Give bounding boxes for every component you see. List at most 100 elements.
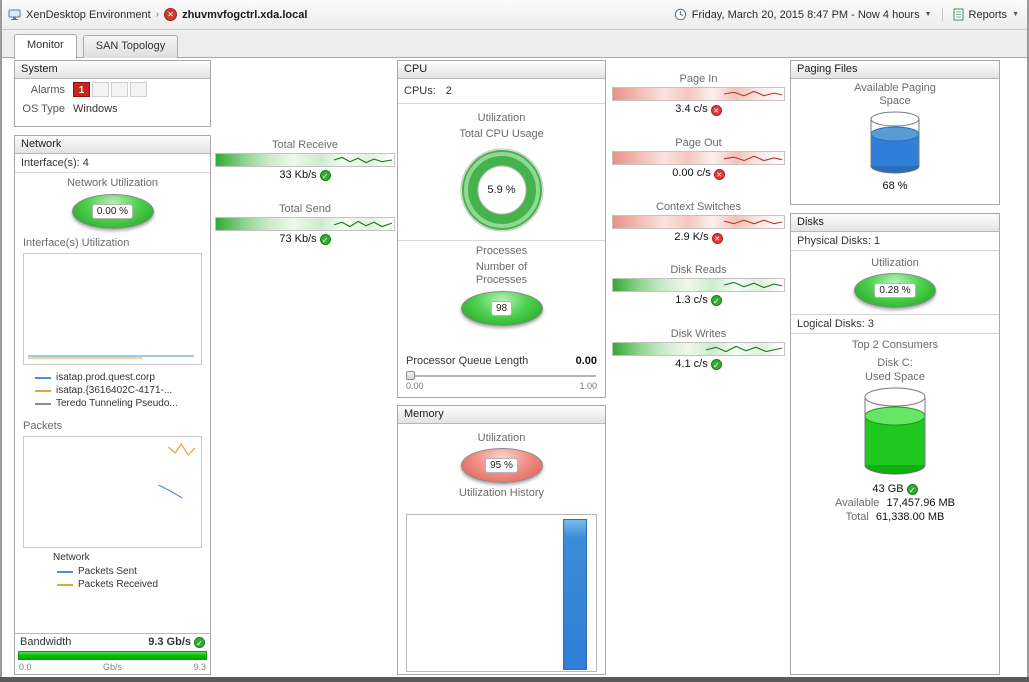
- context-switches-value-row: 2.9 K/s: [612, 231, 785, 244]
- network-utilization-gauge[interactable]: 0.00 %: [71, 194, 154, 229]
- cpu-utilization-label: Utilization: [477, 112, 526, 124]
- window-frame-right: [1027, 0, 1029, 682]
- interfaces-utilization-label: Interface(s) Utilization: [23, 237, 130, 249]
- disk-reads-group: Disk Reads 1.3 c/s: [612, 264, 785, 306]
- time-range-caret-icon: ▼: [924, 11, 932, 18]
- reports-menu[interactable]: Reports ▼: [941, 8, 1019, 21]
- page-out-sparkline[interactable]: [612, 151, 785, 165]
- disk-reads-sparkline[interactable]: [612, 278, 785, 292]
- memory-utilization-label: Utilization: [477, 432, 526, 444]
- page-in-group: Page In 3.4 c/s: [612, 73, 785, 116]
- disk-utilization-value: 0.28 %: [874, 283, 916, 298]
- disk-reads-value-row: 1.3 c/s: [612, 294, 785, 306]
- ok-status-icon: [906, 484, 918, 495]
- tab-san-topology[interactable]: SAN Topology: [82, 35, 179, 58]
- legend-label: Packets Sent: [78, 566, 137, 577]
- processor-queue-scale: 0.00 1.00: [406, 381, 597, 391]
- total-send-value-row: 73 Kb/s: [215, 233, 395, 245]
- queue-scale-min: 0.00: [406, 381, 424, 391]
- memory-panel: Memory Utilization 95 % Utilization Hist…: [397, 405, 606, 675]
- used-space-cylinder-gauge[interactable]: [791, 385, 999, 482]
- legend-swatch-blue-icon: [35, 376, 51, 379]
- breadcrumb-current-host[interactable]: zhuvmvfogctrl.xda.local: [182, 8, 308, 21]
- memory-history-chart[interactable]: [406, 514, 597, 672]
- cylinder-graphic: [870, 111, 920, 174]
- used-space-value: 43 GB: [872, 483, 904, 495]
- number-of-processes-label: Number of Processes: [475, 261, 528, 286]
- page-in-value: 3.4 c/s: [675, 103, 708, 115]
- legend-item: isatap.{3616402C-4171-...: [35, 384, 210, 397]
- processes-label: Processes: [475, 245, 528, 257]
- packets-chart[interactable]: [23, 436, 202, 548]
- total-send-sparkline[interactable]: [215, 217, 395, 231]
- bandwidth-bar[interactable]: [18, 651, 207, 660]
- legend-label: Packets Received: [78, 579, 159, 590]
- total-cpu-usage-gauge[interactable]: 5.9 %: [458, 146, 546, 234]
- total-label: Total: [845, 511, 869, 523]
- os-type-label: OS Type: [22, 103, 65, 115]
- disk-utilization-gauge[interactable]: 0.28 %: [854, 273, 936, 308]
- cpus-label: CPUs:: [404, 85, 436, 97]
- disk-writes-label: Disk Writes: [670, 328, 727, 340]
- top-consumers-label: Top 2 Consumers: [851, 339, 939, 351]
- processor-queue-value: 0.00: [575, 355, 597, 367]
- reports-caret-icon: ▼: [1012, 11, 1019, 18]
- cpu-panel-title: CPU: [398, 61, 605, 79]
- legend-label: isatap.prod.quest.corp: [56, 372, 155, 383]
- time-range-label: Friday, March 20, 2015 8:47 PM - Now 4 h…: [691, 8, 920, 21]
- sparkline-squiggle: [723, 155, 783, 162]
- page-in-label: Page In: [679, 73, 718, 85]
- queue-scale-max: 1.00: [579, 381, 597, 391]
- total-receive-sparkline[interactable]: [215, 153, 395, 167]
- paging-space-cylinder-gauge[interactable]: [791, 110, 999, 179]
- time-range-selector[interactable]: Friday, March 20, 2015 8:47 PM - Now 4 h…: [674, 8, 932, 21]
- interfaces-utilization-chart[interactable]: [23, 253, 202, 365]
- page-out-group: Page Out 0.00 c/s: [612, 137, 785, 180]
- tab-strip: Monitor SAN Topology: [0, 30, 1029, 59]
- cpus-value: 2: [445, 85, 452, 97]
- total-receive-value-row: 33 Kb/s: [215, 169, 395, 181]
- total-cpu-usage-label: Total CPU Usage: [459, 128, 544, 140]
- tab-san-topology-label: SAN Topology: [95, 40, 166, 52]
- system-panel: System Alarms 1 OS Type Windows: [14, 60, 211, 127]
- environment-icon: [8, 9, 21, 21]
- alarm-count-fatal[interactable]: 1: [73, 82, 90, 97]
- interfaces-legend: isatap.prod.quest.corp isatap.{3616402C-…: [15, 369, 210, 412]
- packets-label: Packets: [23, 420, 63, 432]
- legend-swatch-blue-icon: [57, 570, 73, 573]
- used-space-label: Used Space: [865, 371, 925, 383]
- disk-reads-value: 1.3 c/s: [675, 294, 708, 306]
- context-switches-sparkline[interactable]: [612, 215, 785, 229]
- context-switches-group: Context Switches 2.9 K/s: [612, 201, 785, 244]
- bandwidth-scale-min: 0.0: [19, 662, 32, 672]
- ok-status-icon: [319, 170, 331, 181]
- sparkline-squiggle: [705, 345, 783, 353]
- memory-history-bar: [563, 518, 587, 670]
- breadcrumb-environment[interactable]: XenDesktop Environment: [26, 8, 151, 21]
- number-of-processes-gauge[interactable]: 98: [460, 291, 543, 326]
- processor-queue-slider[interactable]: [406, 371, 596, 380]
- available-row: Available 17,457.96 MB: [791, 496, 999, 510]
- os-type-value: Windows: [73, 103, 118, 115]
- total-send-group: Total Send 73 Kb/s: [215, 203, 395, 245]
- tab-monitor[interactable]: Monitor: [14, 34, 77, 59]
- bandwidth-section: Bandwidth 9.3 Gb/s 0.0 Gb/s 9.3: [15, 633, 210, 674]
- alarm-count-normal[interactable]: [130, 82, 147, 97]
- disks-panel-title: Disks: [791, 214, 999, 232]
- alarm-count-warning[interactable]: [111, 82, 128, 97]
- memory-utilization-gauge[interactable]: 95 %: [460, 448, 543, 483]
- cpu-panel: CPU CPUs: 2 Utilization Total CPU Usage …: [397, 60, 606, 398]
- disk-writes-group: Disk Writes 4.1 c/s: [612, 328, 785, 370]
- sparkline-squiggle: [723, 90, 783, 97]
- critical-status-icon: [710, 105, 722, 116]
- processor-queue-row: Processor Queue Length 0.00: [406, 355, 597, 367]
- separator: [398, 240, 605, 241]
- bandwidth-label: Bandwidth: [20, 636, 72, 648]
- slider-thumb[interactable]: [406, 371, 415, 380]
- alarm-count-critical[interactable]: [92, 82, 109, 97]
- packets-legend-title: Network: [53, 552, 90, 563]
- page-in-sparkline[interactable]: [612, 87, 785, 101]
- disk-writes-sparkline[interactable]: [612, 342, 785, 356]
- total-receive-group: Total Receive 33 Kb/s: [215, 139, 395, 181]
